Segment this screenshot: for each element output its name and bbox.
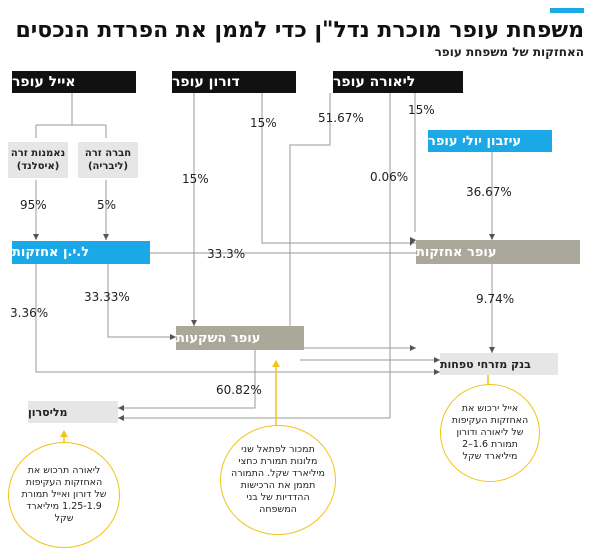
pct-liora-to-holdings: 51.67% [318,111,364,125]
pct-liora-to-melisron: 0.06% [370,170,409,184]
estate-yuli-ofer: עיזבון יולי עופר [428,130,552,152]
ofer-holdings: עופר אחזקות [416,240,580,264]
title-accent-bar [550,8,584,13]
person-liora-ofer: ליאורה עופר [333,71,463,93]
melisron: מליסרון [28,401,118,423]
arrowhead [191,320,197,326]
ln-to-investments-connector [107,264,176,338]
ln-to-mizrahi-connector [35,264,440,373]
ofer-investments: עופר השקעות [176,326,304,350]
liora-to-holdings-connector [289,93,416,349]
ln-holdings: ל.י.ן אחזקות [12,241,150,264]
pct-company-to-ln: 5% [97,198,117,212]
pct-estate-to-holdings: 36.67% [466,185,512,199]
pct-holdings-to-mizrahi: 9.74% [476,292,515,306]
pct-doron-to-investments: 15% [182,172,209,186]
arrowhead [489,347,495,353]
arrowhead [118,415,124,421]
foreign-trust-iceland: נאמנות זרה (איסלנד) [8,142,68,178]
connector-arrowheads [33,234,495,421]
person-eyal-ofer: אייל עופר [12,71,136,93]
note-left-liora-purchase: ליאורה תרכוש את האחזקות העקיפות של דורון… [8,442,120,548]
foreign-company-liberia: חברה זרה (ליבריה) [78,142,138,178]
pct-trust-to-ln: 95% [20,198,47,212]
ownership-connectors [35,93,493,419]
foreign-to-ln-connector [35,180,107,240]
arrowhead [33,234,39,240]
note-middle-hotel-sale: תמכור לפתאל שני מלונות תמורת כחצי מיליאר… [220,425,336,535]
pct-doron-to-holdings: 15% [250,116,277,130]
note-right-eyal-purchase: אייל ירכוש את האחזקות העקיפות של ליאורה … [440,384,540,482]
arrowhead [489,234,495,240]
liora-to-melisron-connector [118,93,391,419]
person-doron-ofer: דורון עופר [172,71,296,93]
arrowhead [60,430,68,437]
arrowhead [410,237,416,246]
page-title: משפחת עופר מוכרת נדל"ן כדי לממן את הפרדת… [15,18,584,43]
investments-to-melisron-connector [118,350,256,409]
arrowhead [272,360,280,367]
doron-to-holdings-connector [261,93,416,244]
arrowhead [410,345,416,351]
pct-ln-to-holdings: 33.3% [207,247,246,261]
pct-ln-to-investments: 33.33% [84,290,130,304]
pct-investments-to-melisron: 60.82% [216,383,262,397]
pct-ln-to-mizrahi: 3.36% [10,306,49,320]
arrowhead [170,334,176,340]
pct-liora-to-mizrahi: 15% [408,103,435,117]
arrowhead [118,405,124,411]
page-subtitle: האחזקות של משפחת עופר [434,45,584,59]
mizrahi-tefahot-bank: בנק מזרחי טפחות [440,353,558,375]
eyal-connector [35,93,107,138]
arrowhead [103,234,109,240]
arrowhead [434,357,440,363]
arrowhead [434,369,440,375]
